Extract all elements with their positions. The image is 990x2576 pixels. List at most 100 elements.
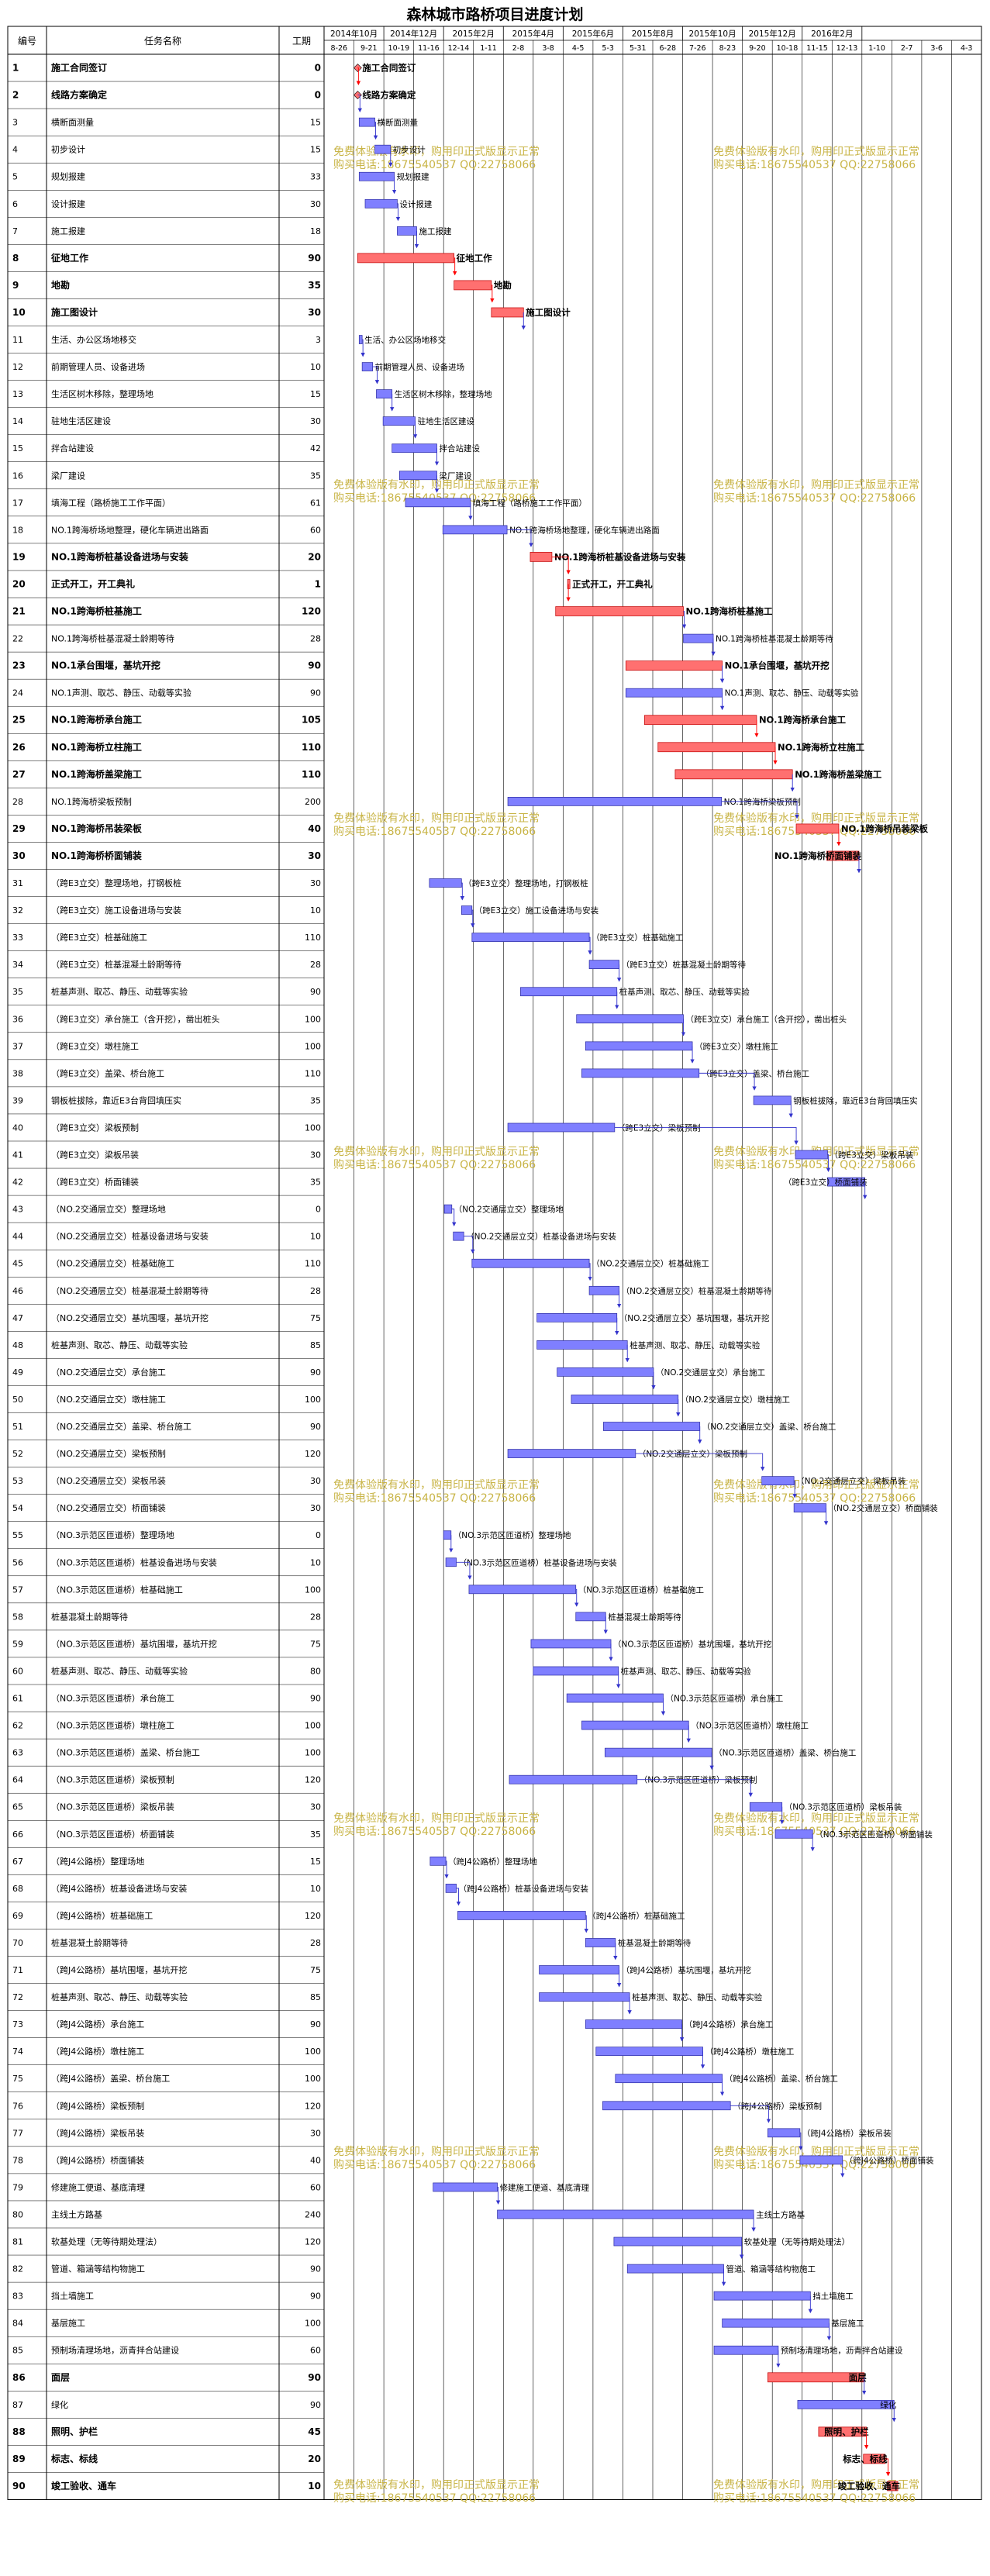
task-bar — [497, 2209, 754, 2219]
task-bar — [768, 2128, 801, 2138]
task-id: 17 — [12, 498, 23, 508]
task-bar — [357, 253, 455, 264]
task-id: 28 — [12, 797, 23, 807]
task-duration: 45 — [308, 2426, 321, 2437]
task-bar — [392, 443, 437, 453]
task-name: （跨J4公路桥）桩基础施工 — [51, 1910, 153, 1921]
task-id: 12 — [12, 362, 23, 372]
bar-label: NO.1跨海桥场地整理，硬化车辆进出路面 — [509, 525, 660, 535]
task-name: NO.1跨海桥桩基设备进场与安装 — [51, 550, 188, 562]
bar-label: NO.1跨海桥桩基混凝土龄期等待 — [716, 634, 833, 644]
task-bar — [774, 1829, 813, 1839]
task-bar — [453, 1231, 464, 1241]
bar-label: NO.1跨海桥立柱施工 — [778, 742, 865, 753]
bar-label: （跨J4公路桥）整理场地 — [448, 1857, 537, 1867]
task-bar — [625, 688, 723, 698]
task-bar — [461, 905, 473, 915]
task-duration: 100 — [305, 1014, 321, 1024]
watermark-line: 免费体验版有水印，购用印正式版显示正常 — [333, 1479, 540, 1491]
watermark-line: 免费体验版有水印，购用印正式版显示正常 — [333, 1146, 540, 1158]
task-name: 预制场清理场地，沥青拌合站建设 — [51, 2345, 179, 2356]
task-name: （NO.2交通层立交）梁板吊装 — [51, 1475, 166, 1486]
task-duration: 110 — [305, 1259, 321, 1269]
task-duration: 90 — [308, 253, 321, 264]
task-id: 68 — [12, 1884, 23, 1894]
task-bar — [509, 1774, 638, 1785]
task-bar — [793, 1503, 826, 1513]
task-duration: 15 — [310, 389, 321, 399]
task-name: 照明、护栏 — [51, 2426, 98, 2437]
task-name: 主线土方路基 — [51, 2209, 102, 2219]
column-header-duration: 工期 — [292, 36, 311, 47]
task-bar — [683, 633, 714, 643]
bar-label: （跨J4公路桥）梁板吊装 — [802, 2128, 892, 2138]
task-id: 85 — [12, 2346, 23, 2356]
task-bar — [887, 2481, 899, 2492]
bar-label: （NO.3示范区匝道桥）墩柱施工 — [691, 1721, 809, 1731]
task-id: 56 — [12, 1557, 23, 1567]
task-duration: 0 — [316, 1205, 321, 1215]
task-duration: 100 — [305, 1748, 321, 1758]
task-bar — [613, 2236, 743, 2247]
watermark-line: 购买电话:18675540537 QQ:22758066 — [333, 1492, 536, 1505]
task-name: 初步设计 — [51, 144, 85, 155]
task-name: NO.1跨海桥场地整理，硬化车辆进出路面 — [51, 524, 209, 535]
task-name: （跨E3立交）梁板吊装 — [51, 1150, 139, 1160]
task-name: （跨J4公路桥）整理场地 — [51, 1856, 144, 1867]
task-duration: 0 — [315, 90, 321, 101]
task-bar — [602, 2101, 731, 2111]
bar-label: 施工合同签订 — [362, 63, 416, 74]
watermark-line: 购买电话:18675540537 QQ:22758066 — [713, 2492, 916, 2505]
task-id: 41 — [12, 1150, 23, 1160]
task-id: 72 — [12, 1992, 23, 2002]
task-name: （跨J4公路桥）桥面铺装 — [51, 2155, 144, 2165]
task-name: 规划报建 — [51, 171, 85, 182]
task-id: 47 — [12, 1313, 23, 1323]
task-duration: 0 — [316, 1530, 321, 1540]
watermark-line: 免费体验版有水印，购用印正式版显示正常 — [333, 479, 540, 491]
bar-label: 预制场清理场地，沥青拌合站建设 — [781, 2346, 903, 2356]
task-bar — [445, 1884, 457, 1893]
task-bar — [358, 171, 395, 181]
task-id: 73 — [12, 2019, 23, 2029]
timescale-minor-label: 7-26 — [689, 44, 706, 53]
task-id: 10 — [12, 307, 26, 318]
bar-label: （跨J4公路桥）墩柱施工 — [705, 2047, 795, 2057]
task-duration: 75 — [310, 1639, 321, 1649]
task-id: 34 — [12, 960, 23, 970]
task-id: 30 — [12, 850, 26, 861]
bar-label: （NO.3示范区匝道桥）梁板预制 — [640, 1775, 757, 1785]
task-name: （NO.3示范区匝道桥）桩基础施工 — [51, 1584, 183, 1595]
task-duration: 30 — [310, 2128, 321, 2138]
task-id: 22 — [12, 634, 23, 644]
task-duration: 30 — [310, 1503, 321, 1513]
watermark-line: 购买电话:18675540537 QQ:22758066 — [713, 159, 916, 171]
timescale-minor-label: 1-10 — [868, 44, 885, 53]
task-id: 70 — [12, 1938, 23, 1948]
timescale-minor-label: 2-8 — [512, 44, 525, 53]
task-id: 14 — [12, 416, 23, 426]
task-duration: 85 — [310, 1992, 321, 2002]
task-id: 84 — [12, 2319, 23, 2329]
task-name: 驻地生活区建设 — [51, 416, 111, 426]
task-duration: 120 — [305, 2237, 321, 2247]
task-bar — [471, 1258, 590, 1268]
bar-label: 横断面测量 — [378, 118, 419, 128]
task-duration: 200 — [305, 797, 321, 807]
timescale-major-label: 2015年10月 — [689, 29, 736, 39]
task-id: 75 — [12, 2074, 23, 2084]
task-duration: 120 — [305, 1911, 321, 1921]
task-duration: 90 — [310, 1422, 321, 1432]
task-name: 生活区树木移除，整理场地 — [51, 388, 154, 399]
watermark-line: 免费体验版有水印，购用印正式版显示正常 — [713, 1812, 919, 1825]
task-bar — [457, 1911, 586, 1920]
task-name: （跨E3立交）整理场地，打钢板桩 — [51, 878, 181, 888]
task-bar — [588, 960, 619, 970]
task-id: 15 — [12, 443, 23, 453]
task-duration: 120 — [305, 1449, 321, 1459]
task-id: 48 — [12, 1340, 23, 1350]
task-name: 地勘 — [51, 279, 70, 291]
task-duration: 100 — [305, 1122, 321, 1133]
bar-label: （跨E3立交）整理场地，打钢板桩 — [464, 878, 588, 888]
watermark-line: 购买电话:18675540537 QQ:22758066 — [713, 2159, 916, 2171]
